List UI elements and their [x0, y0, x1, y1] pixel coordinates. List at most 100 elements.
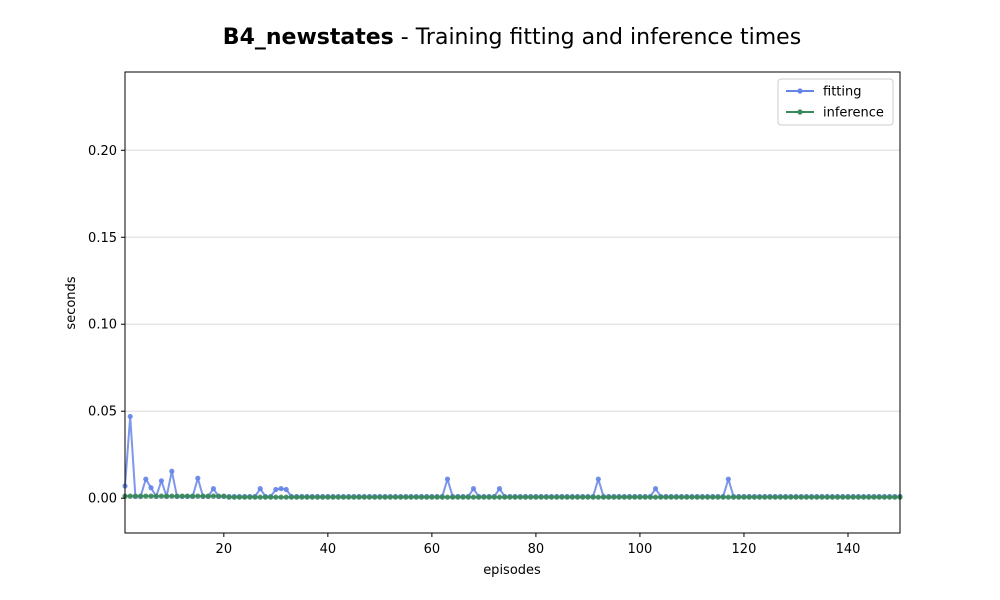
data-point-fitting	[283, 486, 289, 493]
data-point-fitting	[257, 486, 263, 492]
y-tick-label: 0.20	[88, 144, 117, 159]
data-point-fitting	[444, 476, 451, 482]
x-tick-label: 60	[424, 542, 441, 557]
data-point-fitting	[195, 475, 201, 481]
data-point-inference	[751, 494, 757, 500]
data-point-inference	[704, 494, 711, 500]
data-point-inference	[788, 494, 794, 500]
chart-title-rest: - Training fitting and inference times	[394, 25, 801, 50]
data-point-inference	[325, 494, 331, 500]
x-tick-label: 80	[528, 542, 545, 557]
data-point-inference	[652, 494, 659, 500]
data-point-inference	[366, 494, 373, 500]
data-point-inference	[673, 494, 679, 500]
series-inference	[122, 493, 903, 500]
data-point-inference	[138, 493, 144, 499]
data-point-inference	[257, 494, 263, 500]
data-point-inference	[678, 494, 685, 500]
data-point-inference	[574, 494, 581, 500]
data-point-inference	[767, 494, 773, 500]
data-point-inference	[439, 494, 445, 500]
data-point-inference	[793, 494, 799, 500]
data-point-inference	[231, 494, 237, 500]
y-axis-label: seconds	[64, 276, 79, 329]
chart-title-bold: B4_newstates	[223, 25, 394, 50]
data-point-inference	[403, 494, 409, 500]
data-point-inference	[216, 493, 222, 499]
data-point-inference	[814, 494, 820, 500]
data-point-inference	[242, 494, 248, 500]
y-tick-label: 0.15	[88, 231, 117, 246]
data-point-inference	[746, 494, 752, 500]
series-layer	[122, 413, 903, 500]
data-point-fitting	[210, 486, 217, 492]
x-ticks: 20 40 60 80 100 120 140	[216, 533, 861, 557]
x-tick-label: 140	[836, 542, 861, 557]
data-point-inference	[210, 493, 217, 499]
data-point-inference	[777, 494, 783, 500]
data-point-inference	[408, 494, 414, 500]
data-point-inference	[590, 494, 596, 500]
data-point-inference	[611, 494, 617, 500]
data-point-inference	[860, 494, 867, 500]
x-axis-label: episodes	[483, 563, 541, 578]
data-point-inference	[169, 493, 175, 499]
data-point-inference	[164, 493, 170, 499]
data-point-fitting	[278, 486, 284, 492]
data-point-inference	[252, 494, 258, 500]
data-point-fitting	[273, 486, 279, 493]
data-point-inference	[564, 494, 570, 500]
plot-frame	[124, 71, 901, 534]
data-point-inference	[772, 494, 778, 500]
data-point-inference	[179, 493, 185, 499]
data-point-inference	[392, 494, 399, 500]
data-point-inference	[684, 494, 690, 500]
data-point-inference	[595, 494, 601, 500]
legend-marker-inference	[797, 109, 803, 115]
data-point-inference	[278, 494, 284, 500]
data-point-inference	[845, 494, 851, 500]
data-point-inference	[600, 494, 607, 500]
data-point-inference	[205, 493, 211, 499]
data-point-inference	[346, 494, 352, 500]
data-point-inference	[522, 494, 529, 500]
data-point-inference	[236, 494, 243, 500]
data-point-fitting	[725, 476, 731, 482]
legend: fitting inference	[777, 78, 894, 126]
data-point-inference	[335, 494, 341, 500]
data-point-inference	[340, 494, 347, 500]
data-point-inference	[871, 494, 877, 500]
data-point-inference	[699, 494, 705, 500]
data-point-inference	[184, 493, 191, 499]
data-point-inference	[881, 494, 888, 500]
data-point-inference	[268, 494, 274, 500]
data-point-inference	[502, 494, 508, 500]
data-point-inference	[247, 494, 253, 500]
data-point-inference	[876, 494, 882, 500]
data-point-inference	[548, 494, 555, 500]
data-point-fitting	[148, 485, 154, 491]
data-point-inference	[720, 494, 726, 500]
data-point-inference	[658, 494, 664, 500]
data-point-inference	[528, 494, 534, 500]
y-tick-label: 0.00	[88, 492, 117, 507]
data-point-inference	[418, 494, 425, 500]
data-point-inference	[127, 493, 133, 499]
data-point-inference	[195, 493, 201, 499]
data-point-inference	[606, 494, 612, 500]
legend-label-fitting: fitting	[823, 85, 862, 100]
chart-title: B4_newstates - Training fitting and infe…	[223, 25, 801, 50]
data-point-inference	[538, 494, 544, 500]
y-ticks: 0.00 0.05 0.10 0.15 0.20	[88, 144, 125, 507]
data-point-inference	[444, 494, 451, 500]
data-point-inference	[517, 494, 523, 500]
data-point-inference	[694, 494, 700, 500]
data-point-inference	[434, 494, 440, 500]
data-point-inference	[580, 494, 586, 500]
data-point-inference	[283, 494, 289, 500]
data-point-inference	[294, 494, 300, 500]
data-point-fitting	[496, 486, 503, 492]
data-point-inference	[559, 494, 565, 500]
data-point-inference	[476, 494, 482, 500]
